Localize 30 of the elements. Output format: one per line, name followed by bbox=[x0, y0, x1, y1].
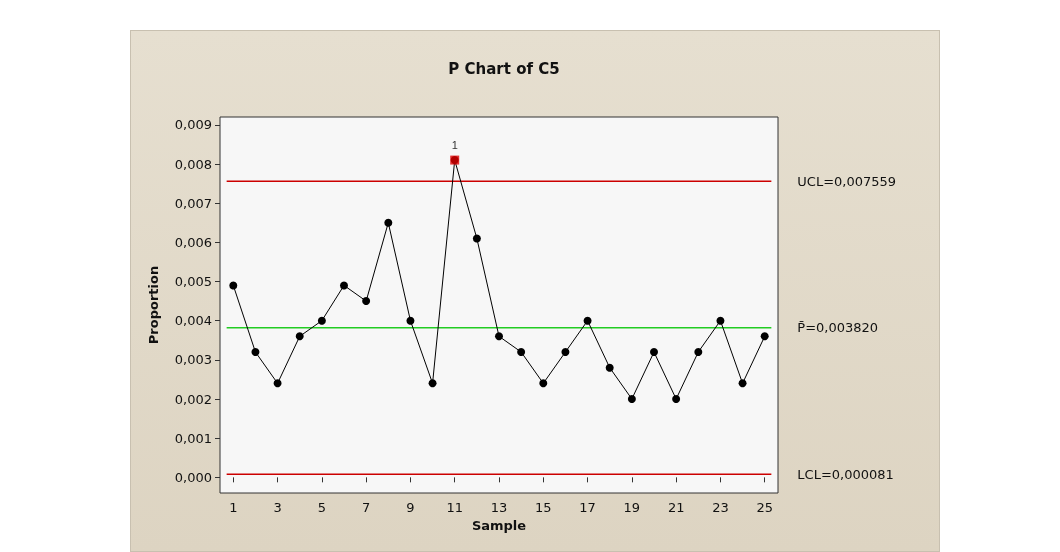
chart-title: P Chart of C5 bbox=[448, 59, 560, 78]
y-tick-label: 0,001 bbox=[174, 430, 212, 446]
x-tick-label: 5 bbox=[317, 500, 326, 515]
y-tick-label: 0,006 bbox=[174, 234, 212, 250]
ref-line-label: UCL=0,007559 bbox=[797, 173, 897, 189]
x-tick-label: 13 bbox=[490, 500, 508, 515]
annotation: 1 bbox=[451, 138, 458, 151]
x-axis-title: Sample bbox=[471, 517, 527, 533]
x-tick-label: 11 bbox=[446, 500, 463, 515]
x-tick-label: 3 bbox=[273, 500, 282, 515]
x-tick-label: 9 bbox=[406, 500, 415, 515]
x-tick-label: 23 bbox=[712, 500, 729, 515]
y-tick-label: 0,008 bbox=[174, 156, 212, 172]
y-axis-title: Proportion bbox=[146, 265, 161, 345]
y-tick-label: 0,000 bbox=[174, 469, 212, 485]
ref-line-label: LCL=0,000081 bbox=[797, 466, 894, 482]
x-tick-label: 7 bbox=[362, 500, 371, 515]
x-tick-label: 19 bbox=[623, 500, 641, 515]
x-tick-label: 15 bbox=[535, 500, 552, 515]
ref-line-label: P̄=0,003820 bbox=[797, 320, 879, 336]
x-tick-label: 17 bbox=[579, 500, 596, 515]
y-tick-label: 0,002 bbox=[174, 391, 212, 407]
y-tick-label: 0,004 bbox=[174, 313, 212, 329]
x-tick-label: 21 bbox=[667, 500, 685, 515]
x-tick-label: 1 bbox=[229, 500, 238, 515]
y-tick-label: 0,007 bbox=[174, 195, 212, 211]
y-tick-label: 0,003 bbox=[174, 352, 212, 368]
x-tick-label: 25 bbox=[756, 500, 773, 515]
y-tick-label: 0,005 bbox=[174, 274, 212, 289]
y-tick-label: 0,009 bbox=[174, 117, 212, 133]
